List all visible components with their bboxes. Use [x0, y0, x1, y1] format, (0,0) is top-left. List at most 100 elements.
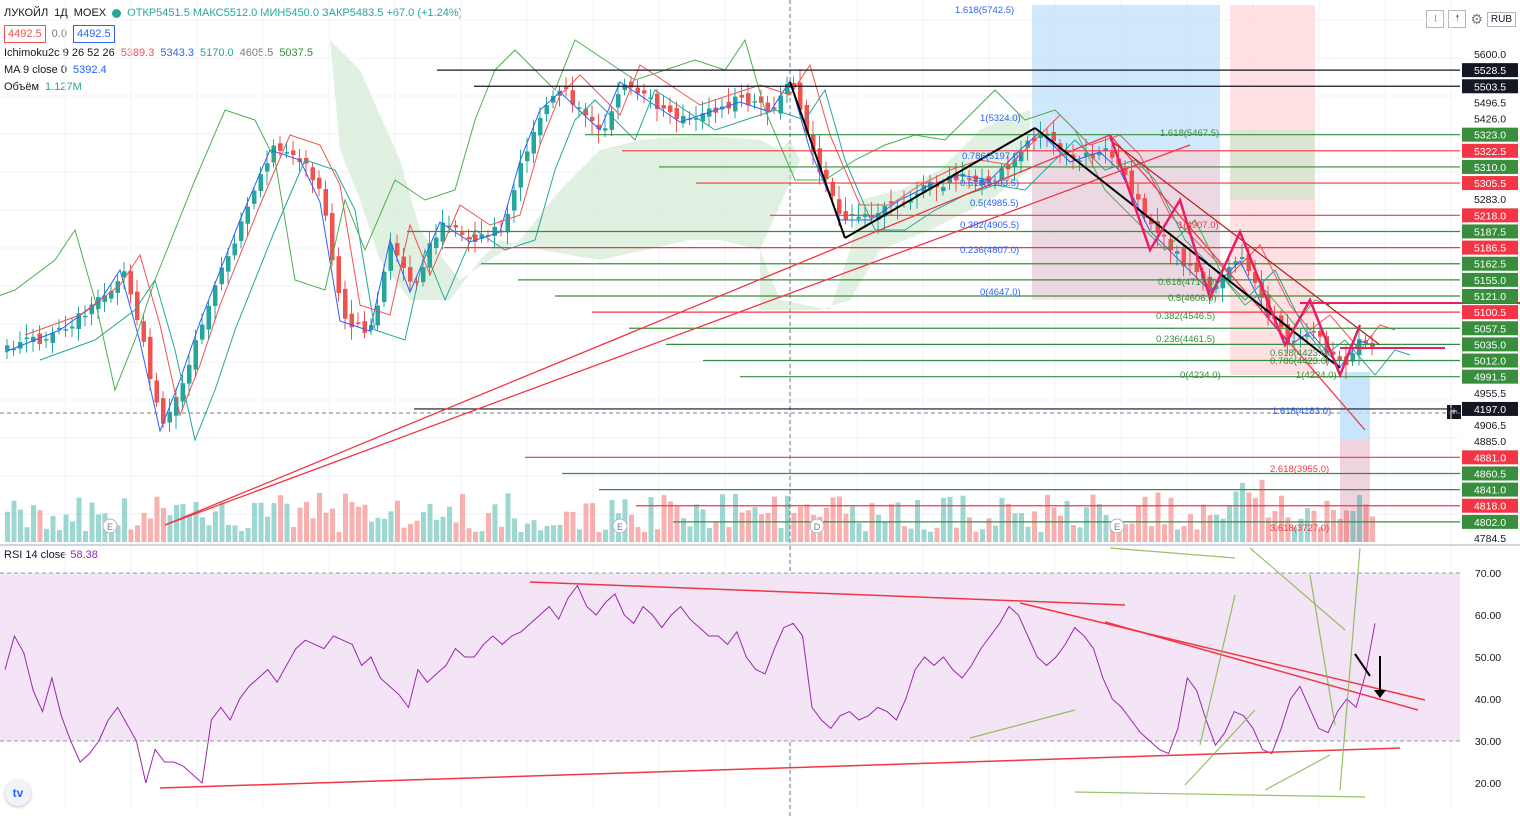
fib-zones — [1032, 5, 1370, 542]
candle-body — [1032, 137, 1037, 142]
volume-bar — [492, 504, 498, 542]
candle-body — [167, 411, 172, 423]
volume-bar — [1220, 518, 1226, 542]
volume-bar — [928, 531, 933, 542]
volume-bar — [427, 503, 433, 542]
rsi-legend[interactable]: RSI 14 close 58.38 — [4, 549, 98, 561]
candle-body — [681, 115, 686, 124]
candle-body — [460, 232, 465, 235]
ichimoku-legend[interactable]: Ichimoku2c 9 26 52 26 5389.3 5343.3 5170… — [4, 46, 462, 60]
tradingview-logo-icon[interactable]: tv — [5, 780, 31, 806]
volume-bar — [1227, 505, 1232, 542]
price-axis-label: 4955.5 — [1474, 388, 1506, 400]
volume-bar — [323, 512, 329, 542]
volume-bar — [908, 528, 914, 542]
currency-button[interactable]: RUB — [1486, 11, 1516, 27]
scale-up-icon[interactable]: ↑ — [1448, 10, 1467, 28]
volume-bar — [1181, 526, 1187, 542]
volume-bar — [882, 522, 888, 542]
candle-body — [1246, 254, 1251, 271]
volume-legend[interactable]: Объём 1.127M — [4, 80, 462, 94]
buy-button[interactable]: 4492.5 — [72, 25, 115, 43]
price-axis-label: 5528.5 — [1474, 65, 1506, 77]
volume-bars — [5, 479, 1375, 542]
candle-body — [752, 101, 757, 103]
candle-body — [798, 82, 803, 110]
volume-bar — [863, 531, 868, 542]
volume-bar — [1103, 515, 1109, 542]
price-axis-label: 5186.5 — [1474, 243, 1506, 255]
volume-bar — [200, 517, 205, 542]
candle-body — [239, 221, 244, 241]
volume-bar — [440, 516, 446, 542]
volume-bar — [499, 526, 504, 542]
gear-icon[interactable]: ⚙ — [1470, 10, 1483, 27]
fib-level-label: 0.786(4423.0) — [1270, 356, 1329, 367]
volume-bar — [388, 511, 394, 542]
scale-down-icon[interactable]: ↓ — [1426, 10, 1445, 28]
candle-body — [629, 81, 634, 88]
price-label-bg — [1462, 466, 1518, 481]
volume-bar — [986, 518, 992, 542]
volume-bar — [1142, 496, 1148, 542]
sell-button[interactable]: 4492.5 — [4, 25, 46, 43]
volume-bar — [1090, 494, 1096, 542]
candle-body — [1259, 282, 1264, 298]
candle-body — [284, 152, 289, 154]
fib-level-label: 0(4647.0) — [980, 287, 1021, 298]
candle-body — [765, 102, 770, 112]
candle-body — [317, 177, 322, 189]
candle-body — [1305, 334, 1310, 337]
price-axis-label: 5600.0 — [1474, 49, 1506, 61]
volume-bar — [141, 512, 147, 542]
price-axis-label: 5057.5 — [1474, 323, 1506, 335]
volume-bar — [466, 528, 472, 542]
volume-bar — [44, 528, 49, 542]
rsi-trend-red-3 — [1104, 621, 1419, 711]
candle-body — [11, 348, 16, 351]
rsi-line — [4, 584, 1376, 784]
event-marker-icon — [102, 518, 118, 534]
volume-bar — [1344, 510, 1349, 542]
candle-body — [245, 206, 250, 224]
volume-bar — [980, 529, 985, 542]
candle-body — [941, 187, 946, 192]
volume-bar — [382, 518, 387, 542]
volume-bar — [63, 514, 69, 542]
volume-bar — [24, 527, 30, 542]
volume-value: 1.127M — [45, 81, 82, 93]
volume-bar — [798, 506, 803, 542]
price-label-bg — [1462, 450, 1518, 465]
price-axis-label: 5035.0 — [1474, 339, 1506, 351]
candle-body — [791, 83, 796, 86]
candle-body — [1331, 351, 1336, 355]
candle-body — [291, 150, 296, 156]
volume-bar — [837, 496, 842, 542]
volume-bar — [18, 509, 23, 542]
volume-bar — [408, 523, 413, 542]
volume-bar — [889, 504, 894, 542]
volume-bar — [1025, 526, 1031, 542]
volume-bar — [512, 518, 517, 542]
interval-label[interactable]: 1Д — [54, 7, 68, 19]
price-axis-label: 4841.0 — [1474, 485, 1506, 497]
candle-body — [1038, 134, 1043, 139]
zigzag-pink — [1108, 134, 1362, 379]
candle-body — [811, 134, 816, 153]
ma-legend[interactable]: MA 9 close 0 5392.4 — [4, 63, 462, 77]
volume-bar — [525, 523, 530, 542]
zigzag-black-2 — [844, 127, 1036, 239]
trendline-red-1 — [164, 134, 1111, 526]
volume-bar — [902, 526, 907, 542]
volume-bar — [590, 503, 595, 542]
price-axis-label: 5322.5 — [1474, 146, 1506, 158]
candle-body — [375, 305, 380, 326]
volume-bar — [1188, 514, 1193, 542]
candle-body — [830, 181, 835, 197]
candle-body — [674, 108, 679, 120]
fib-level-label: 0.5(4985.5) — [970, 198, 1019, 209]
volume-bar — [999, 497, 1005, 542]
symbol-name[interactable]: ЛУКОЙЛ — [4, 7, 49, 19]
rsi-axis-label: 40.00 — [1475, 694, 1501, 706]
